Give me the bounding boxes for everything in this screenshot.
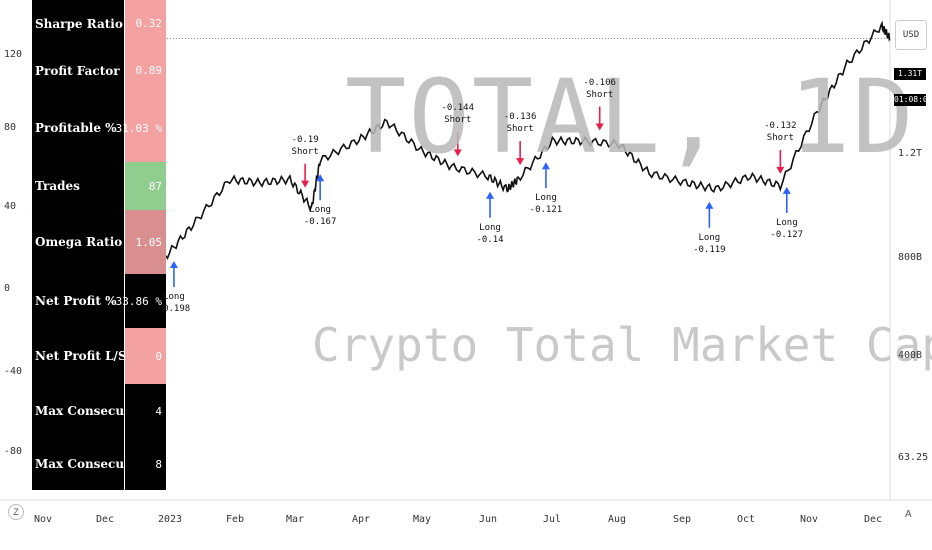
long-trade-label: Long -0.14	[476, 222, 504, 245]
right-axis-tick: 800B	[898, 252, 923, 263]
left-axis-tick: 120	[4, 49, 23, 60]
stat-value: 4	[124, 384, 166, 438]
x-axis-label: Sep	[673, 514, 692, 525]
x-axis-label: May	[413, 514, 432, 525]
stats-row: Profitable % 31.03 %	[32, 94, 166, 163]
auto-scale-button[interactable]: Z	[8, 504, 24, 520]
stat-label: Sharpe Ratio	[32, 0, 124, 47]
stats-row: Net Profit % -33.86 %	[32, 274, 166, 329]
stat-value: -33.86 %	[109, 274, 166, 328]
long-trade-label: Long -0.167	[303, 205, 337, 228]
left-axis-tick: 0	[4, 283, 11, 294]
stat-value: 87	[124, 162, 166, 210]
stat-label: Max Consecutive Losses	[32, 438, 124, 490]
x-axis-label: Jul	[543, 514, 562, 525]
left-axis-tick: -80	[4, 446, 23, 457]
x-axis-label: Feb	[226, 514, 245, 525]
currency-button[interactable]: USD	[895, 20, 927, 50]
stats-row: Sharpe Ratio 0.32	[32, 0, 166, 48]
left-axis-tick: -40	[4, 366, 23, 377]
x-axis-label: Dec	[864, 514, 883, 525]
short-trade-label: -0.136 Short	[503, 112, 537, 135]
x-axis-label: Nov	[34, 514, 53, 525]
right-axis-tick: 1.2T	[898, 148, 923, 159]
short-arrow-head	[301, 180, 310, 188]
stats-row: Net Profit L/S Ratio 0	[32, 328, 166, 385]
short-arrow-head	[516, 158, 525, 166]
long-arrow-head	[169, 261, 178, 269]
short-trade-label: -0.144 Short	[441, 103, 475, 126]
x-axis-label: Apr	[352, 514, 371, 525]
stats-row: Max Consecutive Losses 8	[32, 438, 166, 491]
stat-label: Max Consecutive Wins	[32, 384, 124, 438]
stat-label: Trades	[32, 162, 124, 210]
stat-label: Net Profit L/S Ratio	[32, 328, 124, 384]
stat-label: Net Profit %	[32, 274, 124, 328]
countdown-tag: 01:08:04	[894, 94, 932, 106]
right-axis-tick: 400B	[898, 350, 923, 361]
short-trade-label: -0.106 Short	[583, 77, 616, 100]
long-arrow-head	[782, 186, 791, 194]
long-arrow-head	[541, 162, 550, 170]
long-trade-label: Long -0.198	[157, 292, 191, 315]
stat-value: 8	[124, 438, 166, 490]
x-axis-label: Oct	[737, 514, 756, 525]
short-trade-label: -0.132 Short	[764, 120, 797, 143]
short-arrow-head	[453, 149, 462, 157]
stat-label: Profitable %	[32, 94, 124, 162]
symbol-watermark: TOTAL, 1D	[345, 58, 916, 177]
short-arrow-head	[595, 123, 604, 131]
stat-label: Profit Factor	[32, 47, 124, 94]
stats-row: Profit Factor 0.89	[32, 47, 166, 95]
long-trade-label: Long -0.119	[693, 232, 726, 255]
left-axis-tick: 80	[4, 122, 17, 133]
price-tag: 1.31T	[894, 68, 926, 80]
name-watermark: Crypto Total Market Cap, $	[312, 318, 932, 372]
stats-row: Omega Ratio Ω 1.05	[32, 210, 166, 275]
x-axis-label: 2023	[158, 514, 183, 525]
adjust-button[interactable]: A	[905, 509, 912, 520]
stat-value: 0	[124, 328, 166, 384]
stats-row: Max Consecutive Wins 4	[32, 384, 166, 439]
long-arrow-head	[486, 191, 495, 199]
stats-table: Sharpe Ratio 0.32 Profit Factor 0.89 Pro…	[32, 0, 166, 491]
short-trade-label: -0.19 Short	[291, 134, 319, 157]
long-trade-label: Long -0.121	[529, 193, 563, 216]
left-axis-tick: 40	[4, 201, 17, 212]
long-trade-label: Long -0.127	[770, 217, 804, 240]
stat-value: 0.89	[124, 47, 166, 94]
stats-row: Trades 87	[32, 162, 166, 211]
x-axis-label: Mar	[286, 514, 305, 525]
long-arrow-head	[316, 174, 325, 182]
stat-value: 0.32	[124, 0, 166, 47]
price-line	[31, 20, 891, 267]
x-axis-label: Aug	[608, 514, 627, 525]
x-axis-label: Nov	[800, 514, 819, 525]
x-axis-label: Dec	[96, 514, 115, 525]
right-axis-tick: 63.25	[898, 452, 929, 463]
x-axis-label: Jun	[479, 514, 498, 525]
long-arrow-head	[705, 201, 714, 209]
stat-value: 31.03 %	[116, 94, 166, 162]
stat-label: Omega Ratio Ω	[32, 210, 124, 274]
short-arrow-head	[776, 166, 785, 174]
stat-value: 1.05	[124, 210, 166, 274]
